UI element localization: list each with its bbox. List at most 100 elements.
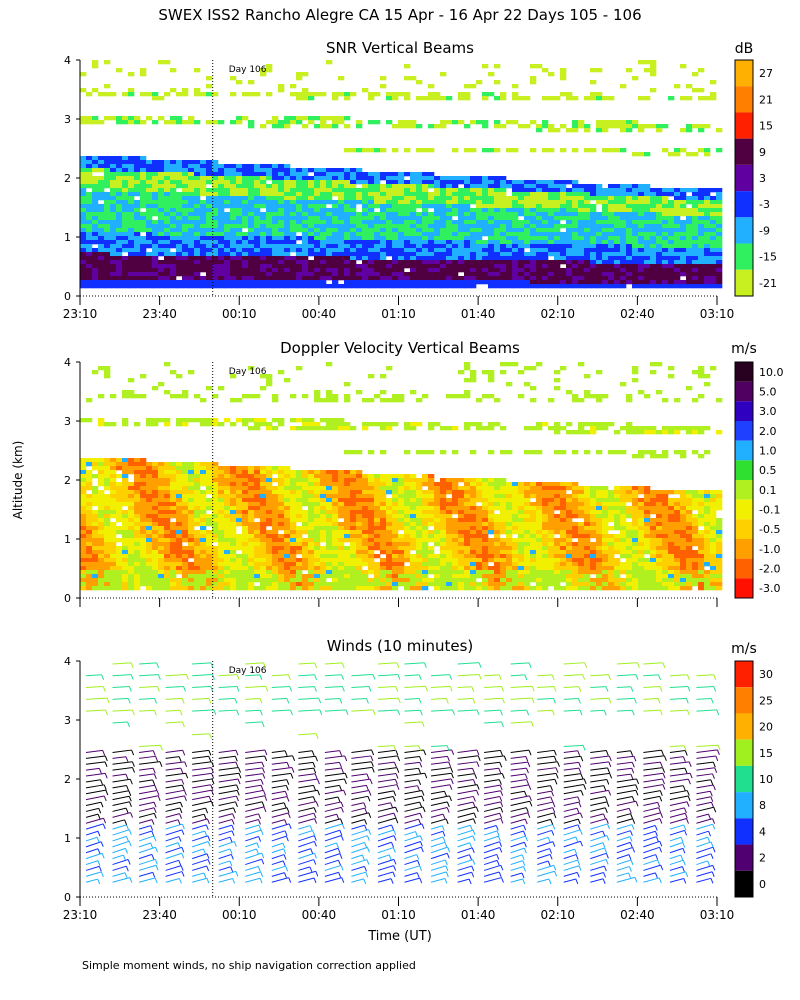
heatmap-cell — [326, 232, 333, 237]
heatmap-cell — [314, 510, 321, 515]
heatmap-cell — [386, 184, 393, 189]
colorbar-label: 9 — [759, 146, 766, 159]
heatmap-cell — [224, 478, 231, 483]
heatmap-cell — [350, 498, 357, 503]
heatmap-cell — [500, 224, 507, 229]
heatmap-cell — [206, 228, 213, 233]
heatmap-cell — [704, 196, 711, 201]
heatmap-cell — [176, 394, 183, 399]
heatmap-cell — [104, 586, 111, 591]
heatmap-cell — [296, 526, 303, 531]
heatmap-cell — [554, 224, 561, 229]
heatmap-cell — [224, 498, 231, 503]
heatmap-cell — [272, 164, 279, 169]
heatmap-cell — [194, 120, 201, 125]
heatmap-cell — [602, 204, 609, 209]
heatmap-cell — [236, 232, 243, 237]
heatmap-cell — [272, 184, 279, 189]
heatmap-cell — [356, 236, 363, 241]
heatmap-cell — [686, 212, 693, 217]
heatmap-cell — [134, 264, 141, 269]
heatmap-cell — [236, 482, 243, 487]
heatmap-cell — [296, 76, 303, 81]
heatmap-cell — [620, 244, 627, 249]
heatmap-cell — [326, 276, 333, 281]
heatmap-cell — [128, 72, 135, 77]
heatmap-cell — [620, 84, 627, 89]
day-annotation: Day 106 — [229, 65, 267, 75]
heatmap-cell — [92, 280, 99, 285]
heatmap-cell — [572, 212, 579, 217]
heatmap-cell — [398, 184, 405, 189]
heatmap-cell — [206, 180, 213, 185]
heatmap-cell — [554, 184, 561, 189]
heatmap-cell — [266, 478, 273, 483]
heatmap-cell — [266, 92, 273, 97]
heatmap-cell — [230, 482, 237, 487]
heatmap-cell — [128, 490, 135, 495]
heatmap-cell — [542, 260, 549, 265]
heatmap-cell — [614, 280, 621, 285]
heatmap-cell — [536, 200, 543, 205]
heatmap-cell — [134, 510, 141, 515]
heatmap-cell — [254, 228, 261, 233]
heatmap-cell — [104, 506, 111, 511]
heatmap-cell — [392, 276, 399, 281]
heatmap-cell — [158, 494, 165, 499]
heatmap-cell — [206, 172, 213, 177]
heatmap-cell — [110, 172, 117, 177]
heatmap-cell — [86, 486, 93, 491]
heatmap-cell — [644, 204, 651, 209]
heatmap-cell — [122, 196, 129, 201]
heatmap-cell — [194, 522, 201, 527]
heatmap-cell — [284, 164, 291, 169]
heatmap-cell — [92, 264, 99, 269]
heatmap-cell — [194, 506, 201, 511]
heatmap-cell — [542, 252, 549, 257]
heatmap-cell — [326, 534, 333, 539]
heatmap-cell — [182, 498, 189, 503]
heatmap-cell — [620, 204, 627, 209]
heatmap-cell — [710, 272, 717, 277]
heatmap-cell — [236, 522, 243, 527]
heatmap-cell — [134, 506, 141, 511]
heatmap-cell — [164, 494, 171, 499]
heatmap-cell — [422, 196, 429, 201]
heatmap-cell — [488, 240, 495, 245]
heatmap-cell — [548, 72, 555, 77]
heatmap-cell — [116, 538, 123, 543]
heatmap-cell — [92, 486, 99, 491]
heatmap-cell — [260, 374, 267, 379]
heatmap-cell — [158, 276, 165, 281]
heatmap-cell — [200, 522, 207, 527]
heatmap-cell — [272, 486, 279, 491]
heatmap-cell — [464, 184, 471, 189]
heatmap-cell — [212, 474, 219, 479]
heatmap-cell — [416, 212, 423, 217]
heatmap-cell — [308, 280, 315, 285]
heatmap-cell — [656, 212, 663, 217]
colorbar-label: 21 — [759, 93, 773, 106]
heatmap-cell — [260, 474, 267, 479]
heatmap-cell — [362, 176, 369, 181]
heatmap-cell — [128, 244, 135, 249]
heatmap-cell — [668, 200, 675, 205]
heatmap-cell — [140, 470, 147, 475]
heatmap-cell — [494, 244, 501, 249]
heatmap-cell — [218, 260, 225, 265]
heatmap-cell — [284, 200, 291, 205]
heatmap-cell — [290, 514, 297, 519]
heatmap-cell — [290, 542, 297, 547]
heatmap-cell — [110, 558, 117, 563]
heatmap-cell — [158, 232, 165, 237]
heatmap-cell — [488, 236, 495, 241]
heatmap-cell — [326, 474, 333, 479]
heatmap-cell — [326, 248, 333, 253]
heatmap-cell — [290, 510, 297, 515]
heatmap-cell — [410, 224, 417, 229]
heatmap-cell — [272, 240, 279, 245]
heatmap-cell — [344, 92, 351, 97]
heatmap-cell — [548, 232, 555, 237]
heatmap-cell — [554, 248, 561, 253]
heatmap-cell — [134, 160, 141, 165]
